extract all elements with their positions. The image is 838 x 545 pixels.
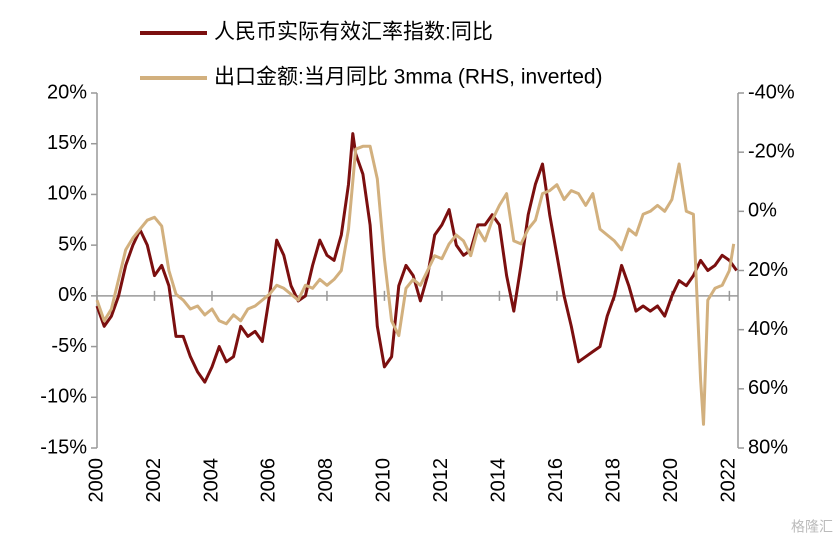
legend-label: 出口金额:当月同比 3mma (RHS, inverted) bbox=[214, 66, 603, 89]
series-line bbox=[95, 144, 736, 426]
y-tick-label: -15% bbox=[40, 436, 87, 458]
y2-tick-label: 40% bbox=[748, 318, 788, 340]
y-tick-label: 10% bbox=[47, 183, 87, 205]
x-tick-label: 2014 bbox=[488, 458, 510, 503]
y2-tick-label: -20% bbox=[748, 140, 795, 162]
x-tick-label: 2008 bbox=[315, 458, 337, 503]
y-tick-label: 20% bbox=[47, 81, 87, 103]
x-tick-label: 2016 bbox=[545, 458, 567, 503]
y2-tick-label: 0% bbox=[748, 200, 777, 222]
watermark: 格隆汇 bbox=[791, 519, 833, 535]
y-tick-label: 0% bbox=[58, 284, 87, 306]
x-tick-label: 2004 bbox=[200, 458, 222, 503]
y-tick-label: 15% bbox=[47, 132, 87, 154]
y2-tick-label: 60% bbox=[748, 377, 788, 399]
series-line bbox=[95, 132, 738, 384]
legend-label: 人民币实际有效汇率指数:同比 bbox=[214, 21, 493, 44]
y2-tick-label: 80% bbox=[748, 436, 788, 458]
y2-tick-label: -40% bbox=[748, 81, 795, 103]
x-tick-label: 2002 bbox=[143, 458, 165, 503]
y2-tick-label: 20% bbox=[748, 259, 788, 281]
x-tick-label: 2020 bbox=[660, 458, 682, 503]
y-tick-label: 5% bbox=[58, 233, 87, 255]
y-tick-label: -10% bbox=[40, 386, 87, 408]
x-tick-label: 2010 bbox=[373, 458, 395, 503]
x-tick-label: 2012 bbox=[430, 458, 452, 503]
x-tick-label: 2000 bbox=[85, 458, 107, 503]
y-tick-label: -5% bbox=[51, 335, 87, 357]
x-tick-label: 2018 bbox=[603, 458, 625, 503]
x-tick-label: 2006 bbox=[258, 458, 280, 503]
x-tick-label: 2022 bbox=[718, 458, 740, 503]
